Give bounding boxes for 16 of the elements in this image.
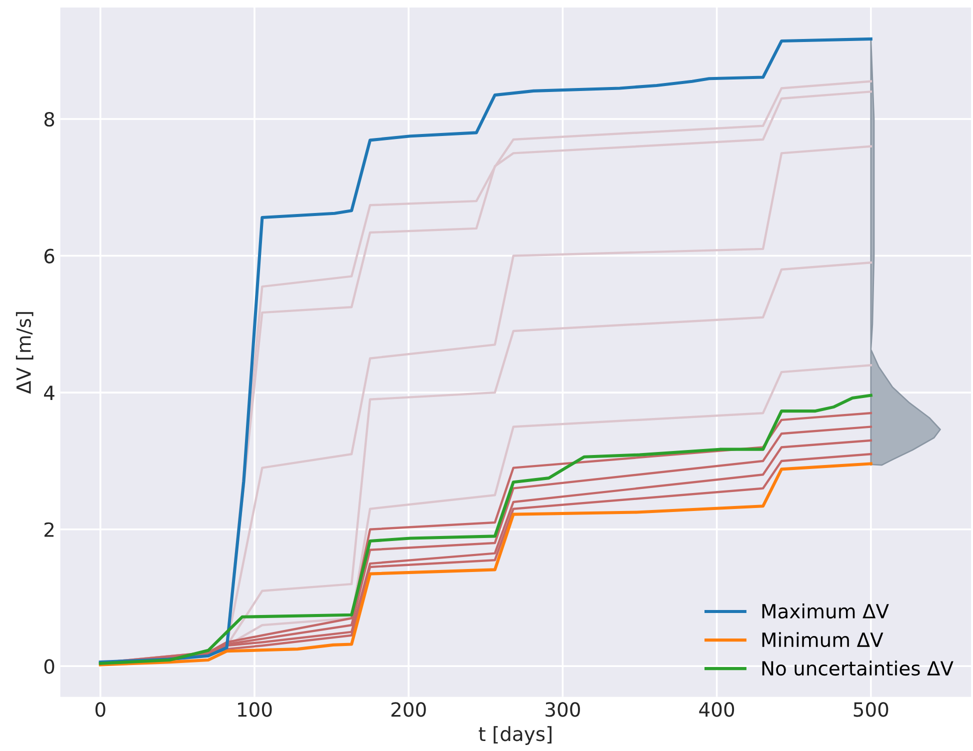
x-tick-label: 400 — [699, 702, 734, 717]
x-tick-label: 200 — [391, 702, 426, 717]
y-tick-label: 2 — [44, 522, 54, 537]
legend-label: Maximum ΔV — [762, 604, 889, 619]
y-axis-title: ΔV [m/s] — [16, 312, 34, 394]
x-tick-label: 500 — [854, 702, 888, 717]
x-tick-label: 300 — [546, 702, 580, 717]
x-axis-title: t [days] — [478, 726, 552, 745]
y-tick-label: 6 — [44, 248, 54, 264]
x-tick-label: 0 — [95, 702, 106, 717]
y-tick-label: 0 — [44, 659, 54, 674]
y-tick-label: 8 — [44, 112, 54, 127]
legend-label: No uncertainties ΔV — [762, 660, 954, 676]
legend-label: Minimum ΔV — [762, 632, 884, 648]
y-tick-label: 4 — [44, 386, 54, 400]
x-tick-label: 100 — [238, 702, 272, 717]
